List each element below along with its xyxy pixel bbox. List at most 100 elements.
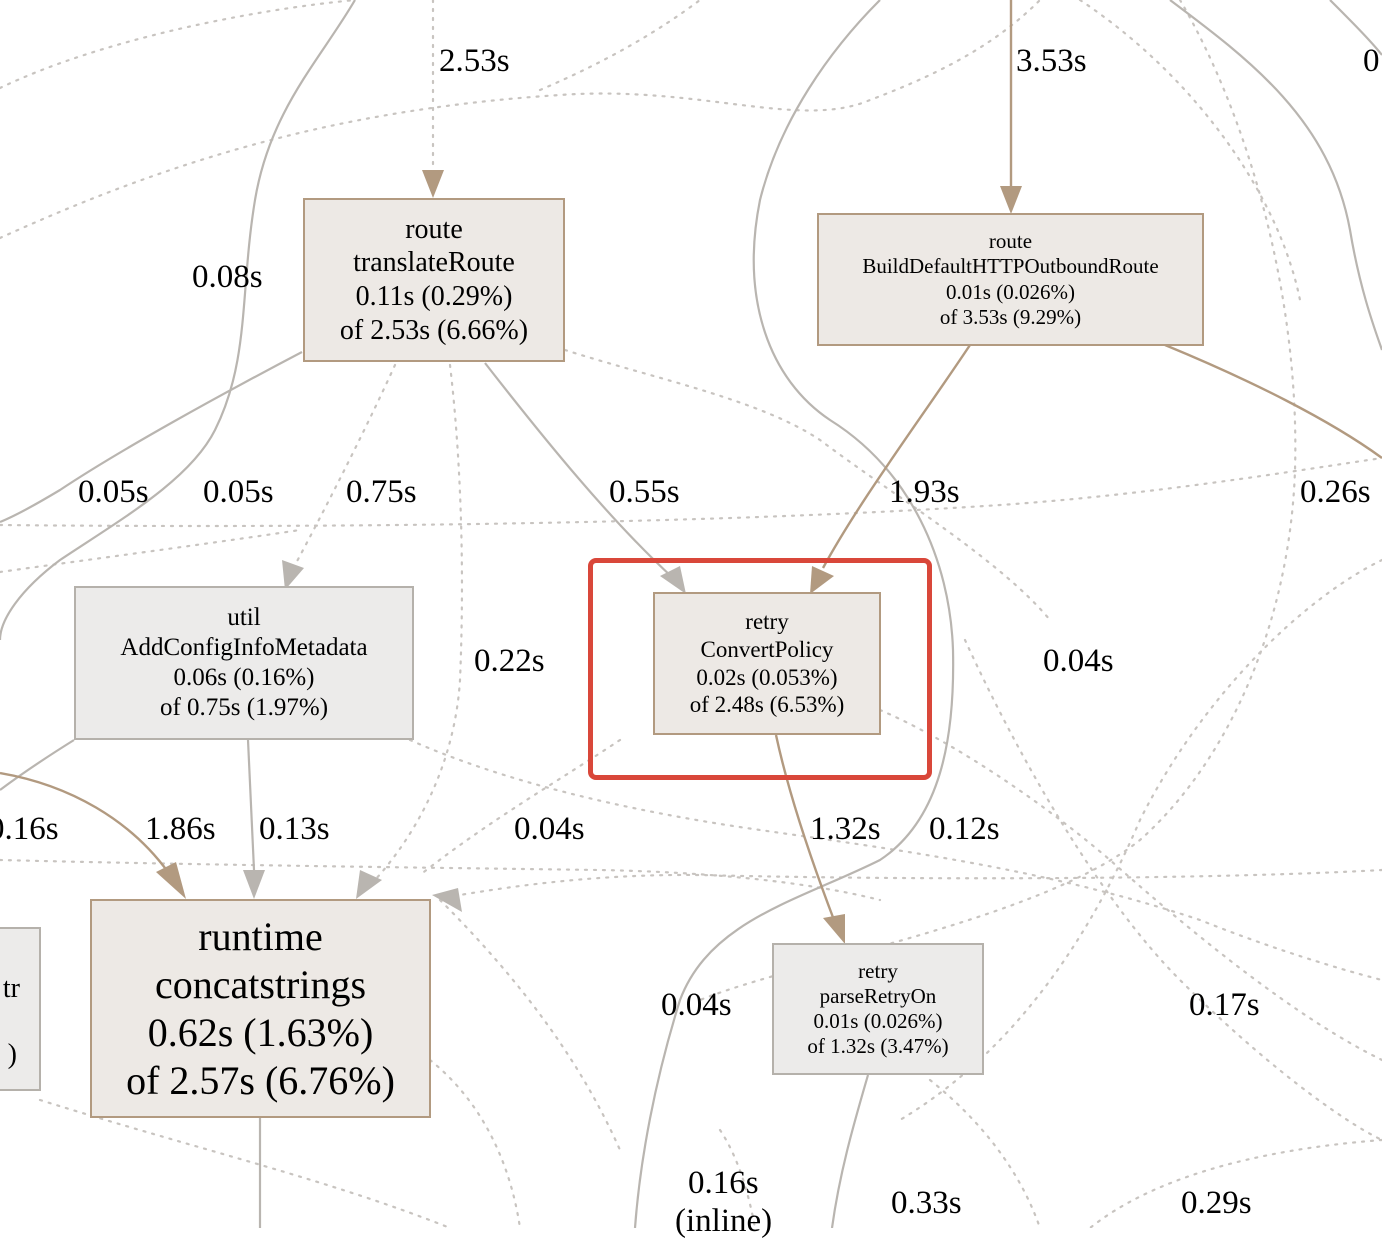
node-cum-time: of 1.32s (3.47%) xyxy=(807,1034,949,1059)
arrowhead xyxy=(1000,186,1022,214)
edge-label: 0 xyxy=(1363,43,1380,79)
dotted-edge xyxy=(0,0,1042,240)
node-cum-time: of 2.48s (6.53%) xyxy=(689,692,845,718)
dotted-edge xyxy=(718,1128,757,1228)
node-flat-time: 0.06s (0.16%) xyxy=(173,664,315,691)
gray-edge xyxy=(0,351,303,524)
edge-label: 3.53s xyxy=(1016,43,1087,79)
node-retry-parse-retry-on[interactable]: retry parseRetryOn 0.01s (0.026%) of 1.3… xyxy=(772,943,984,1075)
arrowhead xyxy=(810,566,834,594)
gray-edge xyxy=(0,739,75,791)
edge-label: (inline) xyxy=(675,1203,773,1239)
edge-label: 0.17s xyxy=(1189,987,1260,1023)
node-cum-time: of 2.57s (6.76%) xyxy=(126,1057,395,1103)
node-partial-text: ) xyxy=(7,1039,17,1070)
edge-label: 2.53s xyxy=(439,43,510,79)
node-cum-time: of 0.75s (1.97%) xyxy=(159,694,329,721)
brown-edge xyxy=(1164,343,1382,459)
edge-label: 0.04s xyxy=(661,987,732,1023)
edge-label: 0.16s xyxy=(688,1165,759,1201)
edge-label: 0.05s xyxy=(203,474,274,510)
edge-label: 0.05s xyxy=(78,474,149,510)
node-package: route xyxy=(988,229,1033,254)
brown-edge xyxy=(774,734,836,921)
dotted-edge xyxy=(418,738,622,877)
dotted-edge xyxy=(898,558,1382,1122)
dotted-edge xyxy=(458,868,1382,897)
node-partial-left[interactable]: tr ) xyxy=(0,927,41,1091)
gray-edge xyxy=(1169,0,1382,351)
arrowhead xyxy=(356,870,382,899)
arrowhead xyxy=(282,560,304,590)
node-function: BuildDefaultHTTPOutboundRoute xyxy=(862,254,1159,279)
edge-label: 0.13s xyxy=(259,811,330,847)
dotted-edge xyxy=(1078,0,1302,302)
dotted-edge xyxy=(698,0,1297,1002)
edge-label: 0.26s xyxy=(1300,474,1371,510)
edge-label: 1.86s xyxy=(145,811,216,847)
dotted-edge xyxy=(38,1098,452,1228)
node-function: parseRetryOn xyxy=(819,983,937,1008)
dotted-edge xyxy=(408,738,1382,982)
node-flat-time: 0.02s (0.053%) xyxy=(696,664,838,690)
edge-label: 0.22s xyxy=(474,643,545,679)
gray-edge xyxy=(633,0,955,1228)
dotted-edge xyxy=(293,363,397,567)
dotted-edge xyxy=(438,898,622,1152)
dotted-edge xyxy=(0,528,302,574)
dotted-edge xyxy=(963,638,1382,1142)
node-retry-convert-policy[interactable]: retry ConvertPolicy 0.02s (0.053%) of 2.… xyxy=(653,592,881,735)
arrowhead xyxy=(156,862,186,899)
node-runtime-concatstrings[interactable]: runtime concatstrings 0.62s (1.63%) of 2… xyxy=(90,899,431,1118)
dotted-edge xyxy=(0,0,357,90)
dotted-edge xyxy=(1088,1138,1382,1228)
gray-edge xyxy=(830,1074,870,1228)
arrowhead xyxy=(432,888,462,912)
node-package: runtime xyxy=(198,913,323,959)
edge-label: 1.93s xyxy=(889,474,960,510)
node-route-build-default-http-outbound-route[interactable]: route BuildDefaultHTTPOutboundRoute 0.01… xyxy=(817,213,1204,346)
edge-label: 0.75s xyxy=(346,474,417,510)
dotted-edge xyxy=(538,0,702,92)
brown-edge xyxy=(821,344,971,569)
dotted-edge xyxy=(878,708,1382,1062)
node-function: AddConfigInfoMetadata xyxy=(120,634,368,661)
node-util-add-config-info-metadata[interactable]: util AddConfigInfoMetadata 0.06s (0.16%)… xyxy=(74,586,414,740)
edge-label: 0.29s xyxy=(1181,1185,1252,1221)
arrowhead xyxy=(243,870,265,899)
node-route-translate-route[interactable]: route translateRoute 0.11s (0.29%) of 2.… xyxy=(303,198,565,362)
highlight-box xyxy=(588,558,932,780)
node-function: translateRoute xyxy=(353,247,515,279)
edge-label: 0.55s xyxy=(609,474,680,510)
arrowhead xyxy=(823,914,845,944)
node-package: util xyxy=(227,604,261,631)
edge-label: 0.04s xyxy=(1043,643,1114,679)
edge-label: 0.08s xyxy=(192,259,263,295)
edge-label: 0.16s xyxy=(0,811,59,847)
node-cum-time: of 2.53s (6.66%) xyxy=(339,314,529,346)
node-function: concatstrings xyxy=(154,961,367,1007)
brown-edge xyxy=(0,771,169,873)
gray-edge xyxy=(0,0,356,641)
node-flat-time: 0.11s (0.29%) xyxy=(355,281,513,312)
node-partial-text: tr xyxy=(2,973,20,1004)
node-flat-time: 0.62s (1.63%) xyxy=(147,1009,374,1055)
arrowhead xyxy=(422,170,444,198)
node-package: retry xyxy=(745,609,789,635)
dotted-edge xyxy=(0,858,882,902)
arrowhead xyxy=(660,566,686,594)
dotted-edge xyxy=(0,456,1382,528)
node-package: route xyxy=(405,213,463,245)
gray-edge xyxy=(484,362,674,579)
edge-label: 0.12s xyxy=(929,811,1000,847)
edge-label: 0.04s xyxy=(514,811,585,847)
node-flat-time: 0.01s (0.026%) xyxy=(813,1009,943,1033)
dotted-edge xyxy=(428,1058,522,1228)
dotted-edge xyxy=(563,348,1052,622)
gray-edge xyxy=(1329,0,1382,56)
node-cum-time: of 3.53s (9.29%) xyxy=(939,304,1082,329)
dotted-edge xyxy=(373,363,464,882)
node-function: ConvertPolicy xyxy=(700,636,834,662)
edge-label: 1.32s xyxy=(810,811,881,847)
